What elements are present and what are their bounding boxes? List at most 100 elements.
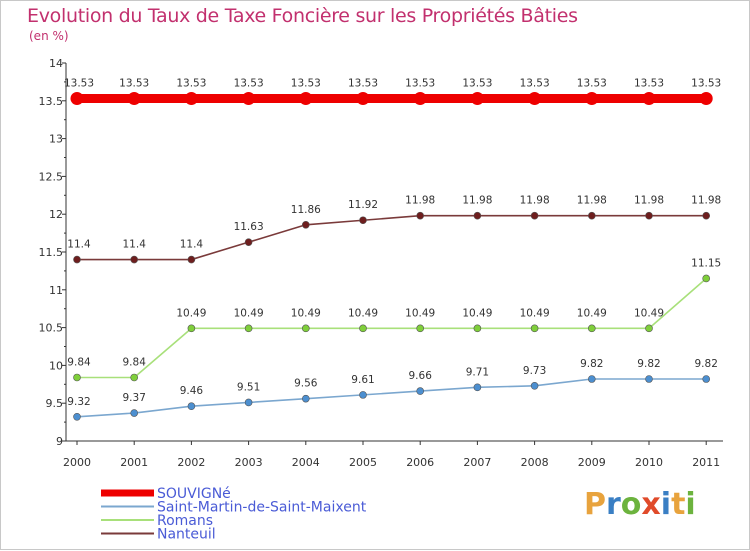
data-point — [359, 216, 367, 225]
data-label: 11.98 — [462, 195, 492, 207]
data-label: 13.53 — [176, 78, 206, 90]
legend-label: SOUVIGNé — [157, 486, 231, 502]
data-label: 10.49 — [634, 307, 664, 319]
data-point — [473, 211, 482, 220]
data-label: 13.53 — [234, 78, 264, 90]
data-label: 13.53 — [64, 78, 94, 90]
data-label: 9.82 — [695, 358, 718, 370]
data-label: 10.49 — [176, 307, 206, 319]
data-point — [127, 92, 141, 106]
x-tick-label: 2000 — [63, 456, 91, 469]
data-label: 13.53 — [348, 78, 378, 90]
data-point — [587, 211, 596, 220]
data-label: 9.71 — [466, 366, 489, 378]
y-tick-label: 11.5 — [39, 246, 64, 259]
data-point — [356, 92, 370, 106]
data-label: 11.4 — [123, 239, 147, 251]
data-label: 10.49 — [520, 307, 550, 319]
data-point — [699, 92, 713, 106]
data-point — [702, 211, 711, 220]
data-label: 9.84 — [123, 356, 147, 368]
data-label: 13.53 — [634, 78, 664, 90]
data-point — [70, 92, 84, 106]
data-label: 9.46 — [180, 385, 204, 397]
legend-label: Nanteuil — [157, 527, 216, 543]
data-label: 13.53 — [462, 78, 492, 90]
data-point — [299, 92, 313, 106]
series-layer — [70, 92, 713, 421]
data-point — [130, 409, 138, 417]
data-label: 9.56 — [294, 378, 318, 390]
data-label: 11.63 — [234, 221, 264, 233]
chart-title: Evolution du Taux de Taxe Foncière sur l… — [27, 5, 578, 27]
x-tick-label: 2005 — [349, 456, 377, 469]
logo-letter: t — [671, 487, 686, 522]
logo-letter: i — [660, 487, 672, 522]
data-label: 9.73 — [523, 365, 546, 377]
y-tick-label: 10 — [49, 359, 63, 372]
data-label: 9.82 — [580, 358, 603, 370]
legend: SOUVIGNéSaint-Martin-de-Saint-MaixentRom… — [101, 486, 367, 543]
legend-label: Romans — [157, 513, 213, 529]
data-label: 9.51 — [237, 381, 260, 393]
chart-subtitle: (en %) — [29, 29, 69, 43]
data-label: 10.49 — [405, 307, 435, 319]
data-point — [473, 383, 482, 392]
data-point — [244, 398, 253, 407]
data-label: 13.53 — [291, 78, 321, 90]
data-label: 11.4 — [180, 239, 204, 251]
data-point — [301, 394, 310, 403]
x-tick-label: 2002 — [177, 456, 205, 469]
data-label: 11.98 — [634, 195, 664, 207]
data-point — [528, 92, 542, 106]
data-point — [359, 324, 367, 333]
data-point — [244, 238, 253, 246]
data-point — [530, 382, 539, 390]
x-tick-label: 2009 — [578, 456, 606, 469]
data-label: 11.98 — [691, 195, 721, 207]
data-label: 13.53 — [691, 78, 721, 90]
data-point — [702, 274, 711, 283]
data-point — [473, 324, 482, 333]
data-label: 9.37 — [123, 392, 146, 404]
data-point — [645, 211, 653, 220]
data-point — [359, 391, 367, 399]
data-label: 10.49 — [291, 307, 321, 319]
series-line-saint-martin-de-saint-maixent — [76, 378, 707, 418]
data-label: 9.66 — [409, 370, 433, 382]
data-label: 10.49 — [462, 307, 492, 319]
data-label: 11.98 — [577, 195, 607, 207]
data-point — [130, 373, 138, 382]
data-label: 10.49 — [577, 307, 607, 319]
x-tick-label: 2007 — [463, 456, 491, 469]
y-tick-label: 12 — [49, 208, 63, 221]
x-tick-label: 2003 — [235, 456, 263, 469]
series-line-nanteuil — [77, 214, 707, 261]
y-tick-label: 11 — [49, 284, 63, 297]
x-tick-label: 2011 — [692, 456, 720, 469]
data-label: 11.86 — [291, 204, 321, 216]
legend-label: Saint-Martin-de-Saint-Maixent — [157, 500, 367, 516]
data-label: 13.53 — [119, 78, 149, 90]
data-point — [73, 255, 81, 264]
data-label: 11.92 — [348, 199, 378, 211]
proxiti-logo: Proxiti — [584, 487, 696, 522]
data-point — [702, 375, 711, 383]
logo-letter: r — [606, 487, 621, 522]
data-point — [645, 375, 653, 383]
data-point — [530, 211, 539, 220]
y-tick-label: 10.5 — [39, 322, 64, 335]
y-tick-label: 12.5 — [39, 170, 64, 183]
data-point — [73, 373, 81, 382]
x-tick-label: 2010 — [635, 456, 663, 469]
data-label: 11.98 — [405, 195, 435, 207]
y-tick-label: 14 — [49, 57, 63, 70]
data-label: 11.98 — [520, 195, 550, 207]
y-tick-label: 9.5 — [46, 397, 64, 410]
data-point — [645, 324, 653, 333]
data-label: 9.82 — [637, 358, 660, 370]
data-point — [301, 324, 310, 333]
x-tick-label: 2006 — [406, 456, 434, 469]
